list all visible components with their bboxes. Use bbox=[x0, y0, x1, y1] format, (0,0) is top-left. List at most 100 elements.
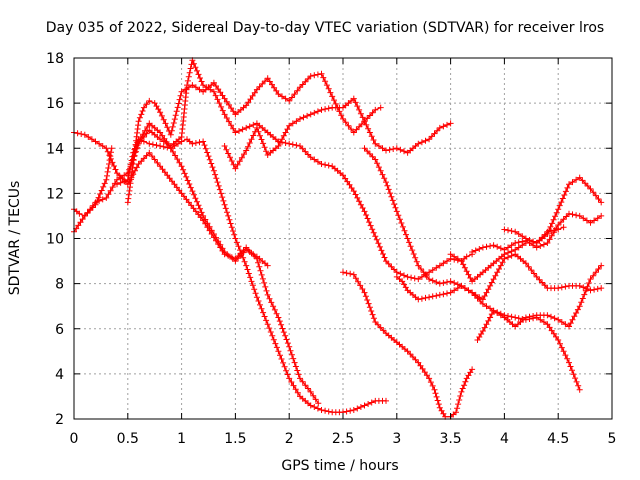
data-point bbox=[578, 299, 585, 306]
data-point bbox=[436, 291, 443, 298]
data-point bbox=[311, 404, 318, 410]
y-tick-label: 12 bbox=[46, 186, 64, 202]
data-point bbox=[180, 166, 187, 173]
data-point bbox=[275, 143, 282, 149]
data-point bbox=[264, 321, 271, 328]
data-point bbox=[557, 219, 564, 226]
data-point bbox=[537, 243, 544, 249]
data-point bbox=[121, 178, 128, 185]
data-point bbox=[160, 143, 167, 150]
data-point bbox=[153, 142, 160, 149]
data-point bbox=[476, 246, 483, 252]
data-point bbox=[221, 111, 228, 118]
data-point bbox=[348, 185, 355, 191]
data-point bbox=[576, 282, 583, 289]
data-point bbox=[461, 382, 468, 389]
data-point bbox=[381, 254, 388, 261]
data-point bbox=[131, 152, 138, 159]
data-point bbox=[189, 140, 196, 147]
data-point bbox=[109, 184, 116, 191]
data-point bbox=[433, 264, 440, 271]
data-point bbox=[245, 143, 251, 150]
data-point bbox=[591, 217, 598, 224]
data-point bbox=[204, 220, 211, 227]
data-point bbox=[431, 386, 438, 393]
data-point bbox=[467, 275, 474, 281]
data-point bbox=[393, 208, 400, 215]
x-tick-label: 2.5 bbox=[332, 431, 354, 447]
data-point bbox=[291, 359, 298, 366]
data-point bbox=[107, 153, 114, 160]
data-point bbox=[241, 258, 248, 265]
data-point bbox=[99, 196, 106, 203]
data-point bbox=[550, 229, 557, 236]
data-point bbox=[178, 88, 185, 95]
data-point bbox=[499, 259, 506, 266]
data-point bbox=[239, 126, 246, 133]
data-point bbox=[447, 120, 454, 127]
data-point bbox=[548, 313, 554, 320]
data-point bbox=[433, 393, 440, 400]
data-point bbox=[256, 263, 263, 270]
data-point bbox=[266, 325, 273, 332]
data-point bbox=[292, 363, 299, 370]
x-tick-label: 4.5 bbox=[547, 431, 569, 447]
data-point bbox=[164, 124, 171, 131]
data-point bbox=[89, 204, 96, 211]
data-point bbox=[379, 145, 386, 152]
data-point bbox=[594, 285, 601, 292]
data-point bbox=[558, 344, 565, 351]
data-point bbox=[573, 378, 580, 385]
data-point bbox=[515, 244, 522, 251]
series-s7 bbox=[221, 95, 454, 172]
data-point bbox=[375, 143, 382, 149]
data-point bbox=[363, 212, 370, 218]
data-point bbox=[418, 295, 425, 302]
data-point bbox=[160, 116, 167, 123]
data-point bbox=[107, 187, 114, 194]
data-point bbox=[184, 82, 190, 89]
data-point bbox=[454, 285, 461, 292]
data-point bbox=[167, 131, 174, 138]
data-point bbox=[555, 285, 562, 292]
x-tick-label: 3 bbox=[392, 431, 401, 447]
data-point bbox=[460, 261, 467, 268]
data-point bbox=[454, 255, 461, 262]
data-point bbox=[200, 82, 207, 89]
data-point bbox=[436, 124, 443, 131]
data-point bbox=[216, 186, 223, 193]
data-point bbox=[388, 263, 395, 270]
data-point bbox=[243, 147, 250, 154]
data-point bbox=[302, 78, 309, 85]
data-point bbox=[429, 267, 436, 274]
data-point bbox=[246, 249, 253, 255]
data-point bbox=[257, 267, 264, 274]
x-axis-label: GPS time / hours bbox=[281, 458, 398, 474]
data-point bbox=[299, 378, 306, 385]
data-point bbox=[570, 371, 577, 378]
data-point bbox=[461, 285, 468, 292]
data-point bbox=[286, 97, 293, 104]
data-point bbox=[558, 284, 565, 291]
data-point bbox=[279, 136, 285, 143]
data-point bbox=[312, 396, 319, 403]
data-point bbox=[210, 88, 217, 95]
data-point bbox=[322, 78, 329, 85]
data-point bbox=[213, 234, 219, 241]
data-point bbox=[422, 294, 429, 301]
data-point bbox=[512, 228, 519, 235]
data-point bbox=[170, 148, 176, 155]
data-point bbox=[512, 240, 519, 246]
data-point bbox=[490, 276, 497, 283]
data-point bbox=[195, 202, 202, 209]
data-point bbox=[87, 207, 94, 214]
data-point bbox=[415, 276, 422, 283]
data-point bbox=[219, 107, 226, 114]
data-point bbox=[576, 386, 583, 393]
data-point bbox=[228, 105, 235, 112]
data-point bbox=[544, 312, 551, 319]
data-point bbox=[101, 180, 108, 187]
data-point bbox=[257, 132, 263, 139]
data-point bbox=[146, 140, 153, 147]
data-point bbox=[415, 262, 422, 269]
